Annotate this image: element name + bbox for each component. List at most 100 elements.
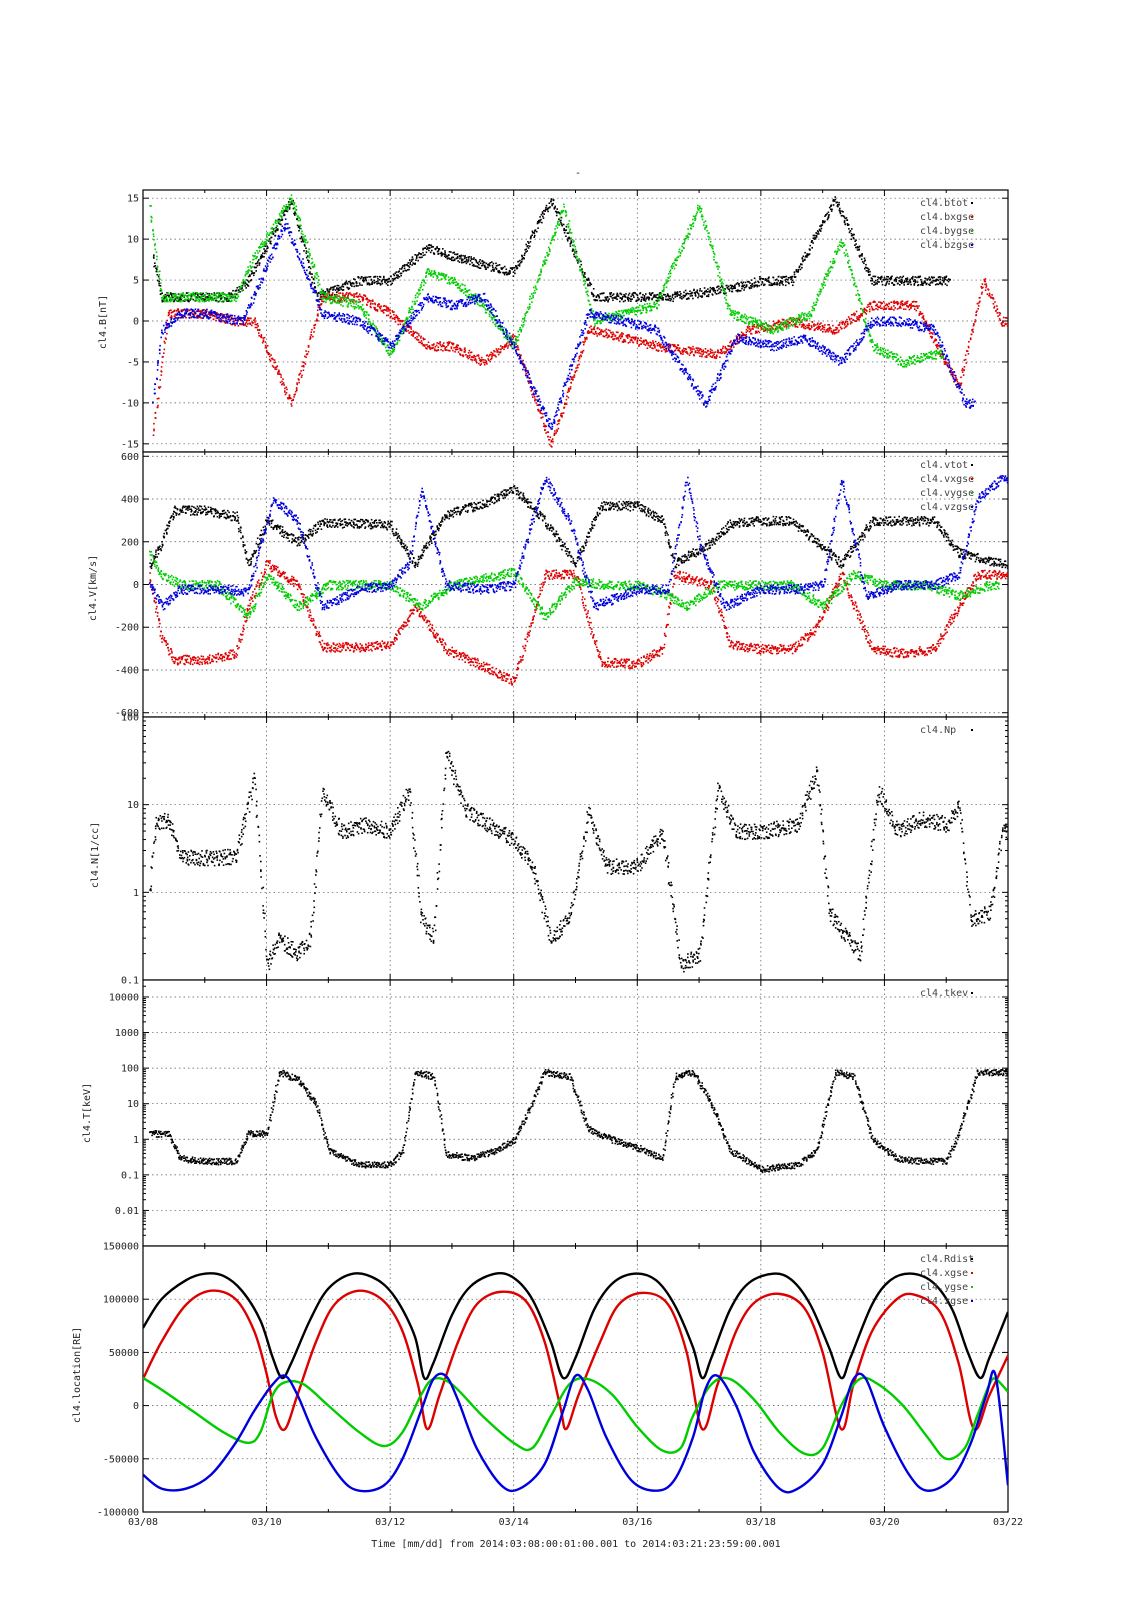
- data-point: [215, 295, 218, 298]
- data-point: [391, 310, 394, 312]
- data-point: [295, 390, 297, 393]
- data-point: [312, 266, 315, 268]
- data-point: [642, 297, 645, 300]
- data-point: [419, 341, 422, 344]
- data-point: [523, 257, 525, 260]
- data-point: [707, 295, 710, 298]
- data-point: [287, 397, 289, 400]
- data-point: [867, 267, 869, 270]
- data-point: [305, 256, 308, 259]
- data-point: [606, 313, 609, 316]
- data-point: [497, 348, 500, 350]
- data-point: [623, 314, 625, 317]
- data-point: [275, 222, 277, 224]
- data-point: [497, 264, 499, 267]
- data-point: [811, 247, 813, 249]
- data-point: [909, 307, 912, 309]
- data-point: [462, 254, 464, 257]
- data-point: [305, 250, 308, 252]
- data-point: [408, 259, 411, 261]
- data-point: [389, 349, 392, 352]
- data-point: [579, 266, 582, 268]
- data-point: [479, 262, 482, 265]
- data-point: [488, 315, 491, 317]
- data-point: [699, 352, 702, 355]
- data-point: [551, 203, 553, 205]
- data-point: [443, 275, 445, 277]
- data-point: [336, 297, 339, 299]
- data-point: [675, 293, 677, 296]
- data-point: [748, 281, 750, 283]
- data-point: [728, 345, 731, 348]
- data-point: [415, 331, 417, 333]
- data-point: [302, 239, 304, 242]
- data-point: [692, 297, 694, 300]
- data-point: [550, 439, 553, 442]
- data-point: [499, 271, 502, 274]
- data-point: [578, 261, 580, 263]
- data-point: [474, 355, 477, 358]
- data-point: [554, 430, 556, 432]
- data-point: [833, 331, 835, 334]
- data-point: [216, 296, 219, 298]
- data-point: [290, 405, 293, 407]
- data-point: [251, 324, 253, 327]
- data-point: [240, 288, 242, 290]
- data-point: [713, 357, 716, 359]
- data-point: [358, 306, 361, 308]
- data-point: [285, 392, 288, 394]
- data-point: [716, 355, 718, 358]
- data-point: [286, 388, 288, 391]
- data-point: [314, 286, 316, 289]
- data-point: [424, 254, 426, 256]
- data-point: [517, 260, 520, 263]
- data-point: [850, 232, 853, 235]
- data-point: [846, 318, 848, 321]
- data-point: [853, 312, 855, 315]
- data-point: [484, 264, 486, 267]
- data-point: [416, 296, 419, 298]
- data-point: [482, 264, 484, 267]
- data-point: [262, 339, 265, 341]
- data-point: [512, 336, 515, 339]
- data-point: [410, 308, 413, 311]
- data-point: [1003, 325, 1006, 327]
- data-point: [706, 291, 708, 293]
- data-point: [452, 343, 454, 346]
- data-point: [664, 283, 666, 285]
- data-point: [670, 298, 673, 300]
- data-point: [906, 302, 908, 304]
- data-point: [177, 309, 179, 312]
- data-point: [280, 376, 282, 378]
- data-point: [254, 323, 257, 326]
- data-point: [640, 340, 643, 342]
- data-point: [572, 244, 575, 247]
- data-point: [453, 279, 455, 281]
- data-point: [600, 330, 602, 332]
- data-point: [836, 327, 839, 329]
- data-point: [506, 334, 509, 336]
- data-point: [854, 313, 856, 315]
- data-point: [714, 291, 716, 294]
- data-point: [505, 337, 507, 340]
- data-point: [575, 367, 577, 369]
- data-point: [182, 309, 184, 312]
- data-point: [433, 343, 435, 345]
- data-point: [514, 269, 516, 272]
- data-point: [978, 301, 981, 304]
- data-point: [686, 352, 689, 355]
- data-point: [402, 270, 405, 272]
- data-point: [692, 345, 694, 348]
- data-point: [464, 347, 466, 349]
- data-point: [580, 263, 583, 266]
- data-point: [776, 283, 778, 286]
- data-point: [490, 358, 492, 361]
- data-point: [305, 247, 307, 249]
- data-point: [824, 215, 826, 217]
- data-point: [629, 341, 631, 343]
- data-point: [264, 341, 267, 343]
- data-point: [632, 307, 635, 310]
- data-point: [382, 310, 384, 313]
- data-point: [508, 340, 511, 342]
- data-point: [905, 278, 907, 280]
